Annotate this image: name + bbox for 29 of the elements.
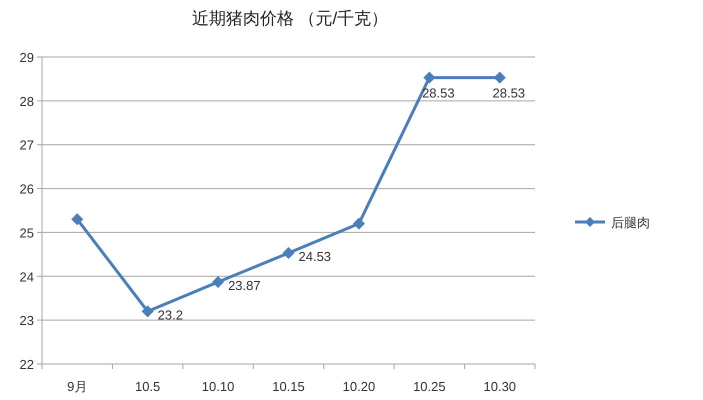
x-tick-label: 10.30 bbox=[484, 379, 516, 394]
data-label: 23.2 bbox=[158, 307, 183, 322]
x-tick-label: 10.15 bbox=[272, 379, 305, 394]
point bbox=[71, 213, 84, 226]
point bbox=[352, 218, 365, 230]
x-tick-label: 10.10 bbox=[202, 379, 234, 394]
point bbox=[282, 247, 294, 260]
point bbox=[212, 276, 224, 288]
title: 近期猪肉价格 （元/千克） bbox=[192, 9, 388, 28]
data-label: 28.53 bbox=[492, 86, 526, 101]
y-tick-label: 23 bbox=[20, 313, 34, 328]
point bbox=[423, 72, 436, 84]
y-tick-label: 27 bbox=[20, 138, 34, 153]
point bbox=[494, 72, 506, 84]
x-tick-label: 10.25 bbox=[413, 379, 446, 394]
data-label: 28.53 bbox=[422, 86, 455, 101]
y-tick-label: 24 bbox=[20, 269, 34, 284]
point bbox=[142, 305, 154, 318]
y-tick-label: 22 bbox=[20, 357, 34, 372]
x-tick-label: 9月 bbox=[67, 379, 88, 394]
legend-label: 后腿肉 bbox=[611, 215, 650, 230]
data-label: 24.53 bbox=[298, 249, 332, 264]
y-tick-label: 29 bbox=[20, 50, 34, 65]
x-tick-label: 10.20 bbox=[342, 379, 376, 394]
y-tick-label: 26 bbox=[20, 182, 34, 197]
y-tick-label: 28 bbox=[20, 94, 34, 109]
data-label: 23.87 bbox=[228, 278, 261, 293]
x-tick-label: 10.5 bbox=[134, 379, 160, 394]
y-tick-label: 25 bbox=[20, 225, 34, 240]
